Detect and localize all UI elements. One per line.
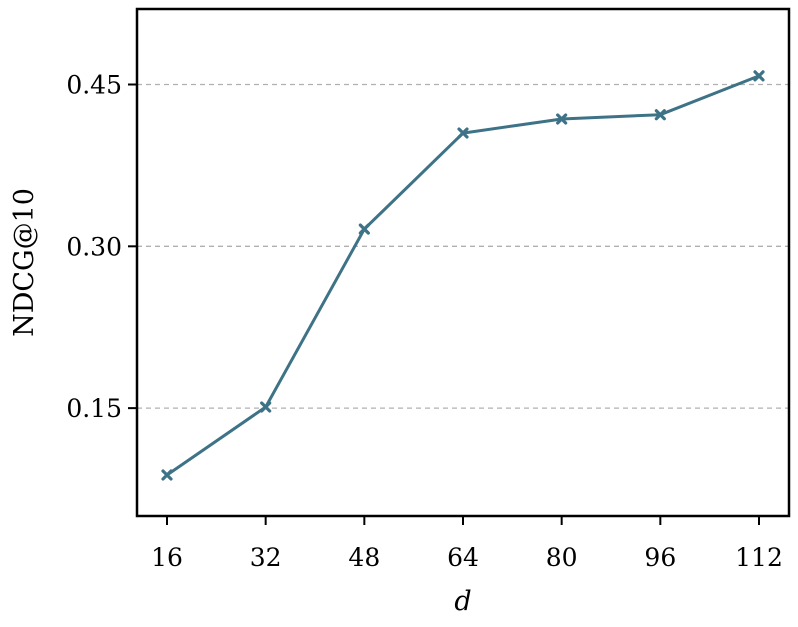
y-tick-label: 0.15 [66, 394, 122, 423]
gridlines [137, 83, 789, 409]
data-point [556, 113, 568, 125]
x-tick-label: 48 [348, 543, 380, 572]
data-point [654, 109, 666, 121]
x-tick-label: 112 [735, 543, 783, 572]
x-tick-label: 64 [447, 543, 479, 572]
x-axis-label: d [454, 586, 471, 617]
y-tick-label: 0.45 [66, 71, 122, 100]
x-tick-label: 16 [151, 543, 183, 572]
data-point [358, 223, 370, 235]
x-tick-label: 96 [644, 543, 676, 572]
y-axis: 0.15 0.30 0.45 [66, 71, 137, 423]
data-point [260, 401, 272, 413]
x-axis: 16 32 48 64 80 96 112 [151, 516, 783, 572]
y-axis-label: NDCG@10 [9, 188, 40, 337]
x-tick-label: 80 [546, 543, 578, 572]
x-tick-label: 32 [250, 543, 282, 572]
data-point [161, 469, 173, 481]
data-point [753, 70, 765, 82]
y-tick-label: 0.30 [66, 232, 122, 261]
data-point [457, 127, 469, 139]
series-markers [161, 70, 765, 481]
series-line [166, 74, 760, 477]
